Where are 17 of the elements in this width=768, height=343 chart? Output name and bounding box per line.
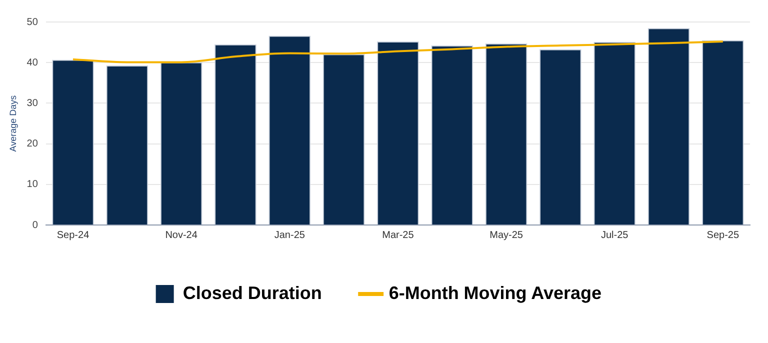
x-tick-label: Jan-25 xyxy=(274,230,306,241)
legend-label: Closed Duration xyxy=(182,282,322,303)
x-tick-label: Mar-25 xyxy=(382,230,414,241)
y-tick-label: 30 xyxy=(26,98,38,109)
line-series xyxy=(72,40,724,64)
x-tick-label: Nov-24 xyxy=(165,230,198,241)
y-axis-title: Average Days xyxy=(8,94,18,152)
x-tick-label: Sep-25 xyxy=(706,230,740,241)
x-tick-label: May-25 xyxy=(490,230,524,241)
y-tick-label: 0 xyxy=(32,220,38,231)
y-tick-label: 50 xyxy=(26,16,38,28)
y-tick-label: 40 xyxy=(26,57,38,68)
x-tick-label: Jul-25 xyxy=(600,230,629,241)
y-tick-label: 20 xyxy=(26,138,38,150)
y-tick-label: 10 xyxy=(26,179,38,190)
x-tick-label: Sep-24 xyxy=(56,230,90,241)
legend-label: 6-Month Moving Average xyxy=(388,282,602,303)
